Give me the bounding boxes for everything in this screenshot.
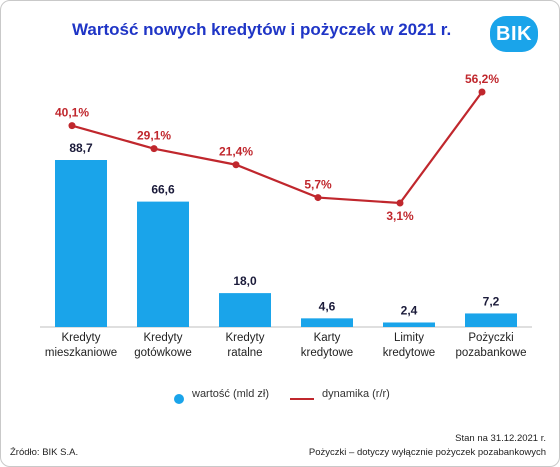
category-label: gotówkowe	[134, 347, 192, 359]
category-label: mieszkaniowe	[45, 347, 117, 359]
dynamics-point	[150, 145, 158, 153]
category-label: pozabankowe	[456, 347, 527, 359]
bar-value-label: 7,2	[483, 294, 500, 308]
dynamics-line	[71, 91, 483, 205]
dynamics-label: 5,7%	[304, 178, 332, 192]
bar	[383, 322, 435, 327]
category-label: Kredyty	[62, 332, 101, 344]
bar	[219, 293, 271, 327]
category-label: Kredyty	[226, 332, 265, 344]
dynamics-point	[478, 88, 486, 96]
category-label: Pożyczki	[468, 332, 513, 344]
dynamics-point	[232, 161, 240, 169]
bar-value-label: 88,7	[69, 141, 93, 155]
legend-bar-label: wartość (mld zł)	[192, 388, 270, 400]
category-label: Karty	[314, 332, 341, 344]
bar	[55, 160, 107, 327]
dynamics-label: 3,1%	[386, 209, 414, 223]
dynamics-label: 21,4%	[219, 145, 253, 159]
bar-value-label: 66,6	[151, 183, 175, 197]
date-note-line2: Pożyczki – dotyczy wyłącznie pożyczek po…	[308, 447, 546, 458]
dynamics-point	[68, 122, 76, 130]
dynamics-label: 29,1%	[137, 129, 171, 143]
bar	[137, 201, 189, 327]
bar-value-label: 4,6	[319, 299, 336, 313]
chart-title: Wartość nowych kredytów i pożyczek w 202…	[72, 20, 452, 39]
date-note: Stan na 31.12.2021 r. Pożyczki – dotyczy…	[309, 432, 546, 460]
category-label: Kredyty	[144, 332, 183, 344]
bar	[465, 313, 517, 327]
dynamics-point	[314, 194, 322, 202]
dynamics-label: 40,1%	[55, 106, 89, 120]
category-label: kredytowe	[383, 347, 435, 359]
dynamics-label: 56,2%	[465, 72, 499, 86]
dynamics-point	[396, 199, 404, 207]
legend-bar-swatch	[174, 394, 184, 404]
bar	[301, 318, 353, 327]
legend-line-swatch	[290, 398, 314, 400]
legend-line-label: dynamika (r/r)	[322, 388, 390, 400]
category-label: ratalne	[227, 347, 262, 359]
category-label: Limity	[394, 332, 424, 344]
bar-value-label: 18,0	[233, 274, 257, 288]
category-label: kredytowe	[301, 347, 353, 359]
date-note-line1: Stan na 31.12.2021 r.	[455, 433, 546, 444]
bik-logo: BIK	[490, 16, 538, 52]
bar-value-label: 2,4	[401, 303, 418, 317]
source-note: Źródło: BIK S.A.	[10, 447, 79, 458]
